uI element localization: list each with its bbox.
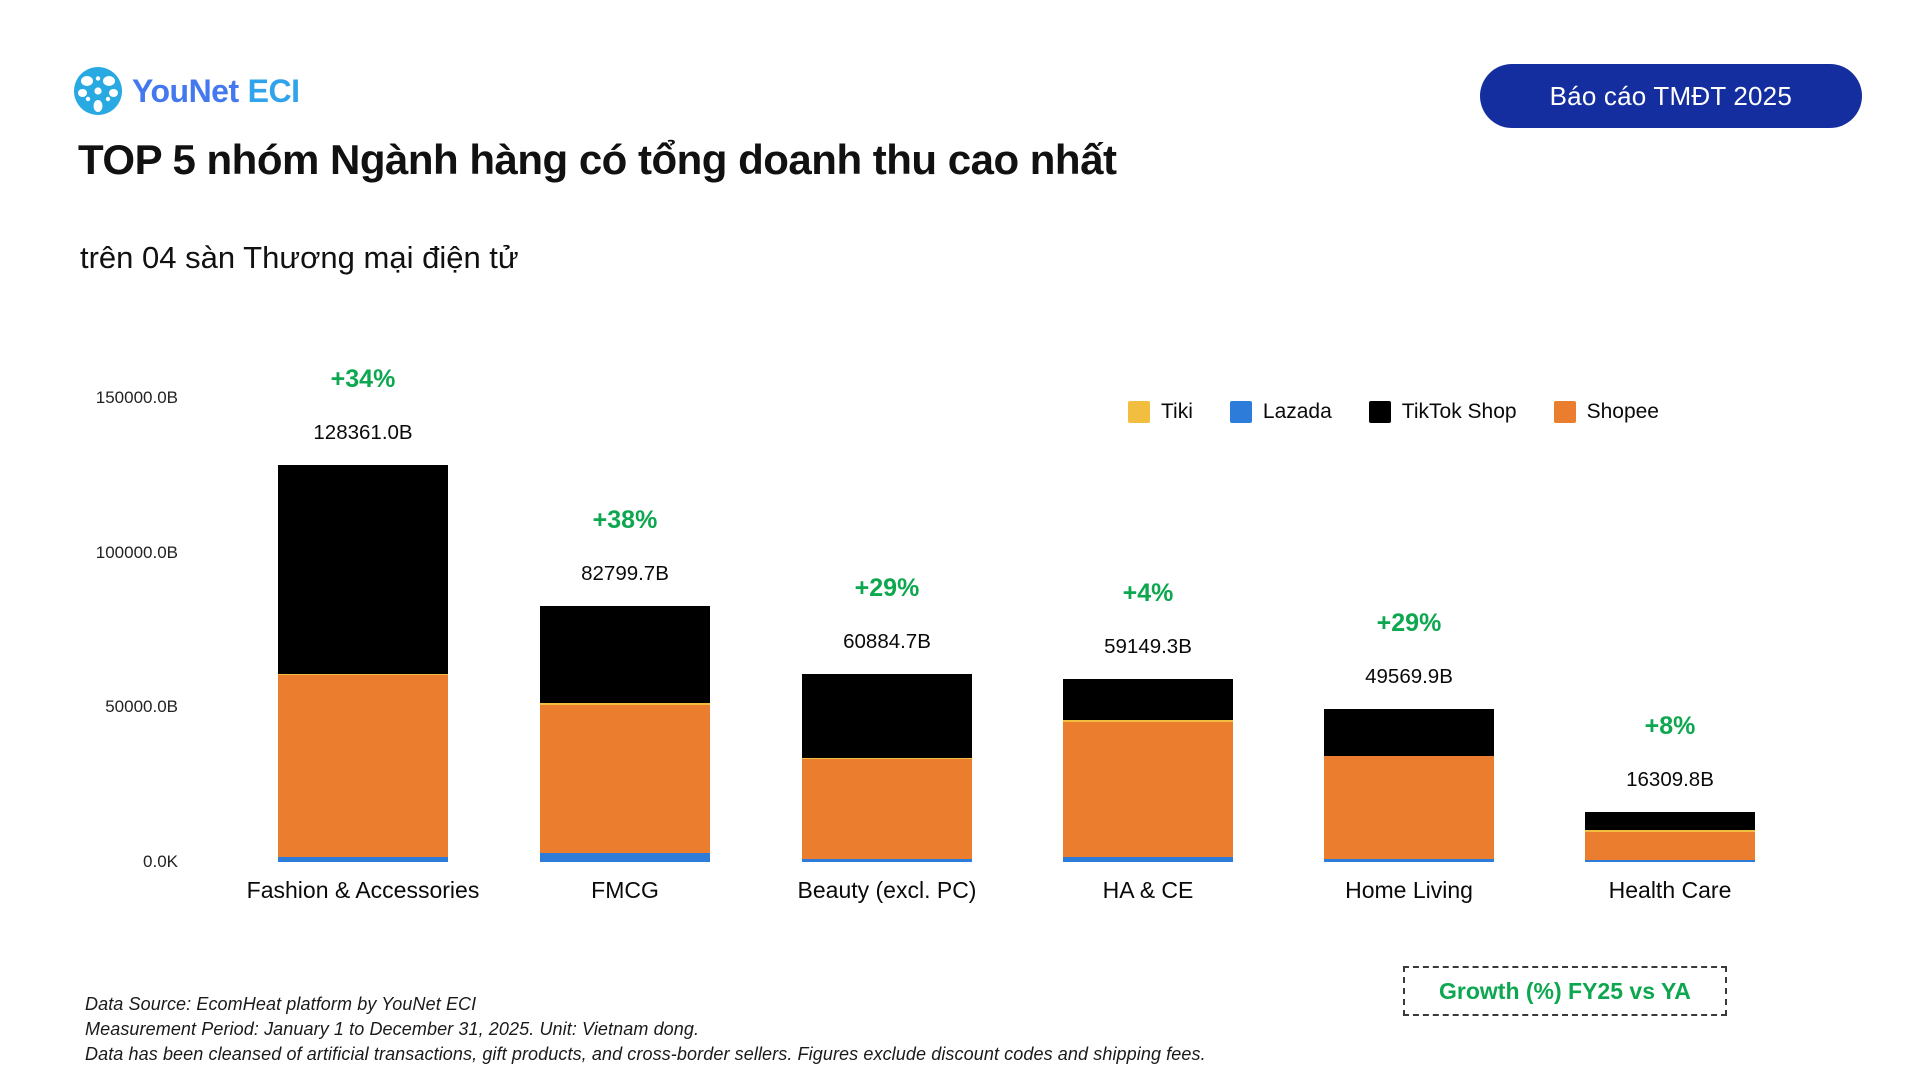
bar-segment-lazada — [278, 856, 448, 862]
legend-item-tiki: Tiki — [1128, 400, 1193, 424]
page-title: TOP 5 nhóm Ngành hàng có tổng doanh thu … — [78, 136, 1117, 183]
note-data-cleansing: Data has been cleansed of artificial tra… — [85, 1044, 1206, 1064]
growth-label: +4% — [1122, 579, 1174, 608]
growth-label: +8% — [1644, 711, 1696, 740]
bar-segment-shopee — [278, 674, 448, 857]
bar-segment-tiktok-shop — [1585, 811, 1755, 831]
bar-segment-shopee — [540, 704, 710, 853]
x-axis-category-label: Fashion & Accessories — [246, 877, 480, 903]
bar-segment-tiktok-shop — [540, 605, 710, 703]
x-axis-category-label: FMCG — [591, 877, 659, 903]
bar-segment-lazada — [1585, 860, 1755, 862]
bar-segment-shopee — [1063, 721, 1233, 857]
bar-group-ha-ce: +4% 59149.3B — [1063, 398, 1233, 862]
legend-label: Lazada — [1262, 400, 1332, 423]
y-axis-tick-label: 100000.0B — [95, 542, 178, 562]
note-data-source: Data Source: EcomHeat platform by YouNet… — [85, 994, 477, 1014]
bar-segment-lazada — [1324, 858, 1494, 862]
logo-text-younet: YouNet — [132, 72, 239, 109]
legend-swatch-lazada — [1229, 401, 1252, 423]
x-axis-category-label: HA & CE — [1102, 877, 1194, 903]
bar-group-home-living: +29% 49569.9B — [1324, 398, 1494, 862]
total-value-label: 49569.9B — [1365, 664, 1453, 688]
page-subtitle: trên 04 sàn Thương mại điện tử — [80, 240, 519, 275]
report-year-badge: Báo cáo TMĐT 2025 — [1479, 64, 1862, 128]
legend-item-lazada: Lazada — [1229, 400, 1332, 424]
bar-segment-tiktok-shop — [278, 464, 448, 675]
y-axis-tick-label: 150000.0B — [95, 388, 178, 407]
legend-swatch-tiktok-shop — [1368, 401, 1391, 423]
y-axis-tick-label: 50000.0B — [105, 697, 178, 717]
bar-segment-tiki — [1063, 719, 1233, 722]
x-axis: Fashion & Accessories FMCG Beauty (excl. P… — [232, 877, 1792, 917]
bar-stack — [278, 464, 448, 862]
bar-segment-tiki — [802, 758, 972, 759]
y-axis-tick-label: 0.0K — [143, 852, 178, 871]
legend-item-tiktok-shop: TikTok Shop — [1368, 400, 1517, 424]
bar-segment-lazada — [540, 852, 710, 862]
growth-label: +29% — [854, 573, 920, 602]
growth-definition-box: Growth (%) FY25 vs YA — [1403, 966, 1727, 1016]
total-value-label: 16309.8B — [1626, 767, 1714, 791]
bar-stack — [1063, 679, 1233, 862]
total-value-label: 82799.7B — [581, 561, 669, 585]
bar-stack — [802, 673, 972, 862]
legend-swatch-tiki — [1128, 401, 1150, 423]
note-measurement-period: Measurement Period: January 1 to Decembe… — [85, 1019, 700, 1039]
total-value-label: 128361.0B — [313, 420, 413, 444]
bar-segment-tiktok-shop — [1063, 679, 1233, 720]
legend-label: Tiki — [1161, 400, 1193, 423]
logo-text-eci: ECI — [247, 72, 300, 109]
logo-wordmark: YouNet ECI — [132, 72, 300, 110]
x-axis-category-label: Health Care — [1608, 877, 1732, 903]
plot-area: +34% 128361.0B +38% 82799.7B +29% 60884.7B +4%… — [232, 365, 1792, 862]
bar-stack — [540, 605, 710, 862]
total-value-label: 59149.3B — [1104, 635, 1192, 659]
x-axis-category-label: Beauty (excl. PC) — [797, 877, 977, 903]
younet-eci-logo: YouNet ECI — [73, 66, 300, 116]
bar-segment-tiki — [540, 702, 710, 705]
bar-segment-lazada — [1063, 856, 1233, 862]
data-source-notes: Data Source: EcomHeat platform by YouNet… — [85, 992, 1206, 1067]
younet-network-icon — [74, 67, 122, 115]
growth-label: +29% — [1376, 608, 1442, 637]
bar-group-fmcg: +38% 82799.7B — [540, 398, 710, 862]
total-value-label: 60884.7B — [843, 629, 931, 653]
bar-segment-shopee — [802, 758, 972, 859]
bar-stack — [1585, 811, 1755, 862]
legend-label: Shopee — [1586, 400, 1659, 423]
bar-segment-tiki — [1585, 830, 1755, 832]
bar-group-health-care: +8% 16309.8B — [1585, 398, 1755, 862]
bar-segment-shopee — [1324, 756, 1494, 859]
legend: Tiki Lazada TikTok Shop Shopee — [1128, 400, 1659, 424]
bar-stack — [1324, 708, 1494, 862]
bar-segment-tiktok-shop — [802, 673, 972, 759]
bar-group-beauty-excl-pc: +29% 60884.7B — [802, 398, 972, 862]
bar-segment-tiktok-shop — [1324, 708, 1494, 757]
bar-segment-lazada — [802, 858, 972, 862]
legend-item-shopee: Shopee — [1553, 400, 1659, 424]
bar-group-fashion-accessories: +34% 128361.0B — [278, 365, 448, 862]
legend-label: TikTok Shop — [1401, 400, 1517, 423]
growth-label: +38% — [592, 505, 658, 534]
x-axis-category-label: Home Living — [1345, 877, 1473, 903]
growth-label: +34% — [330, 364, 396, 393]
bar-segment-shopee — [1585, 831, 1755, 861]
y-axis: 150000.0B 100000.0B 50000.0B 0.0K — [0, 388, 178, 871]
legend-swatch-shopee — [1553, 401, 1576, 423]
